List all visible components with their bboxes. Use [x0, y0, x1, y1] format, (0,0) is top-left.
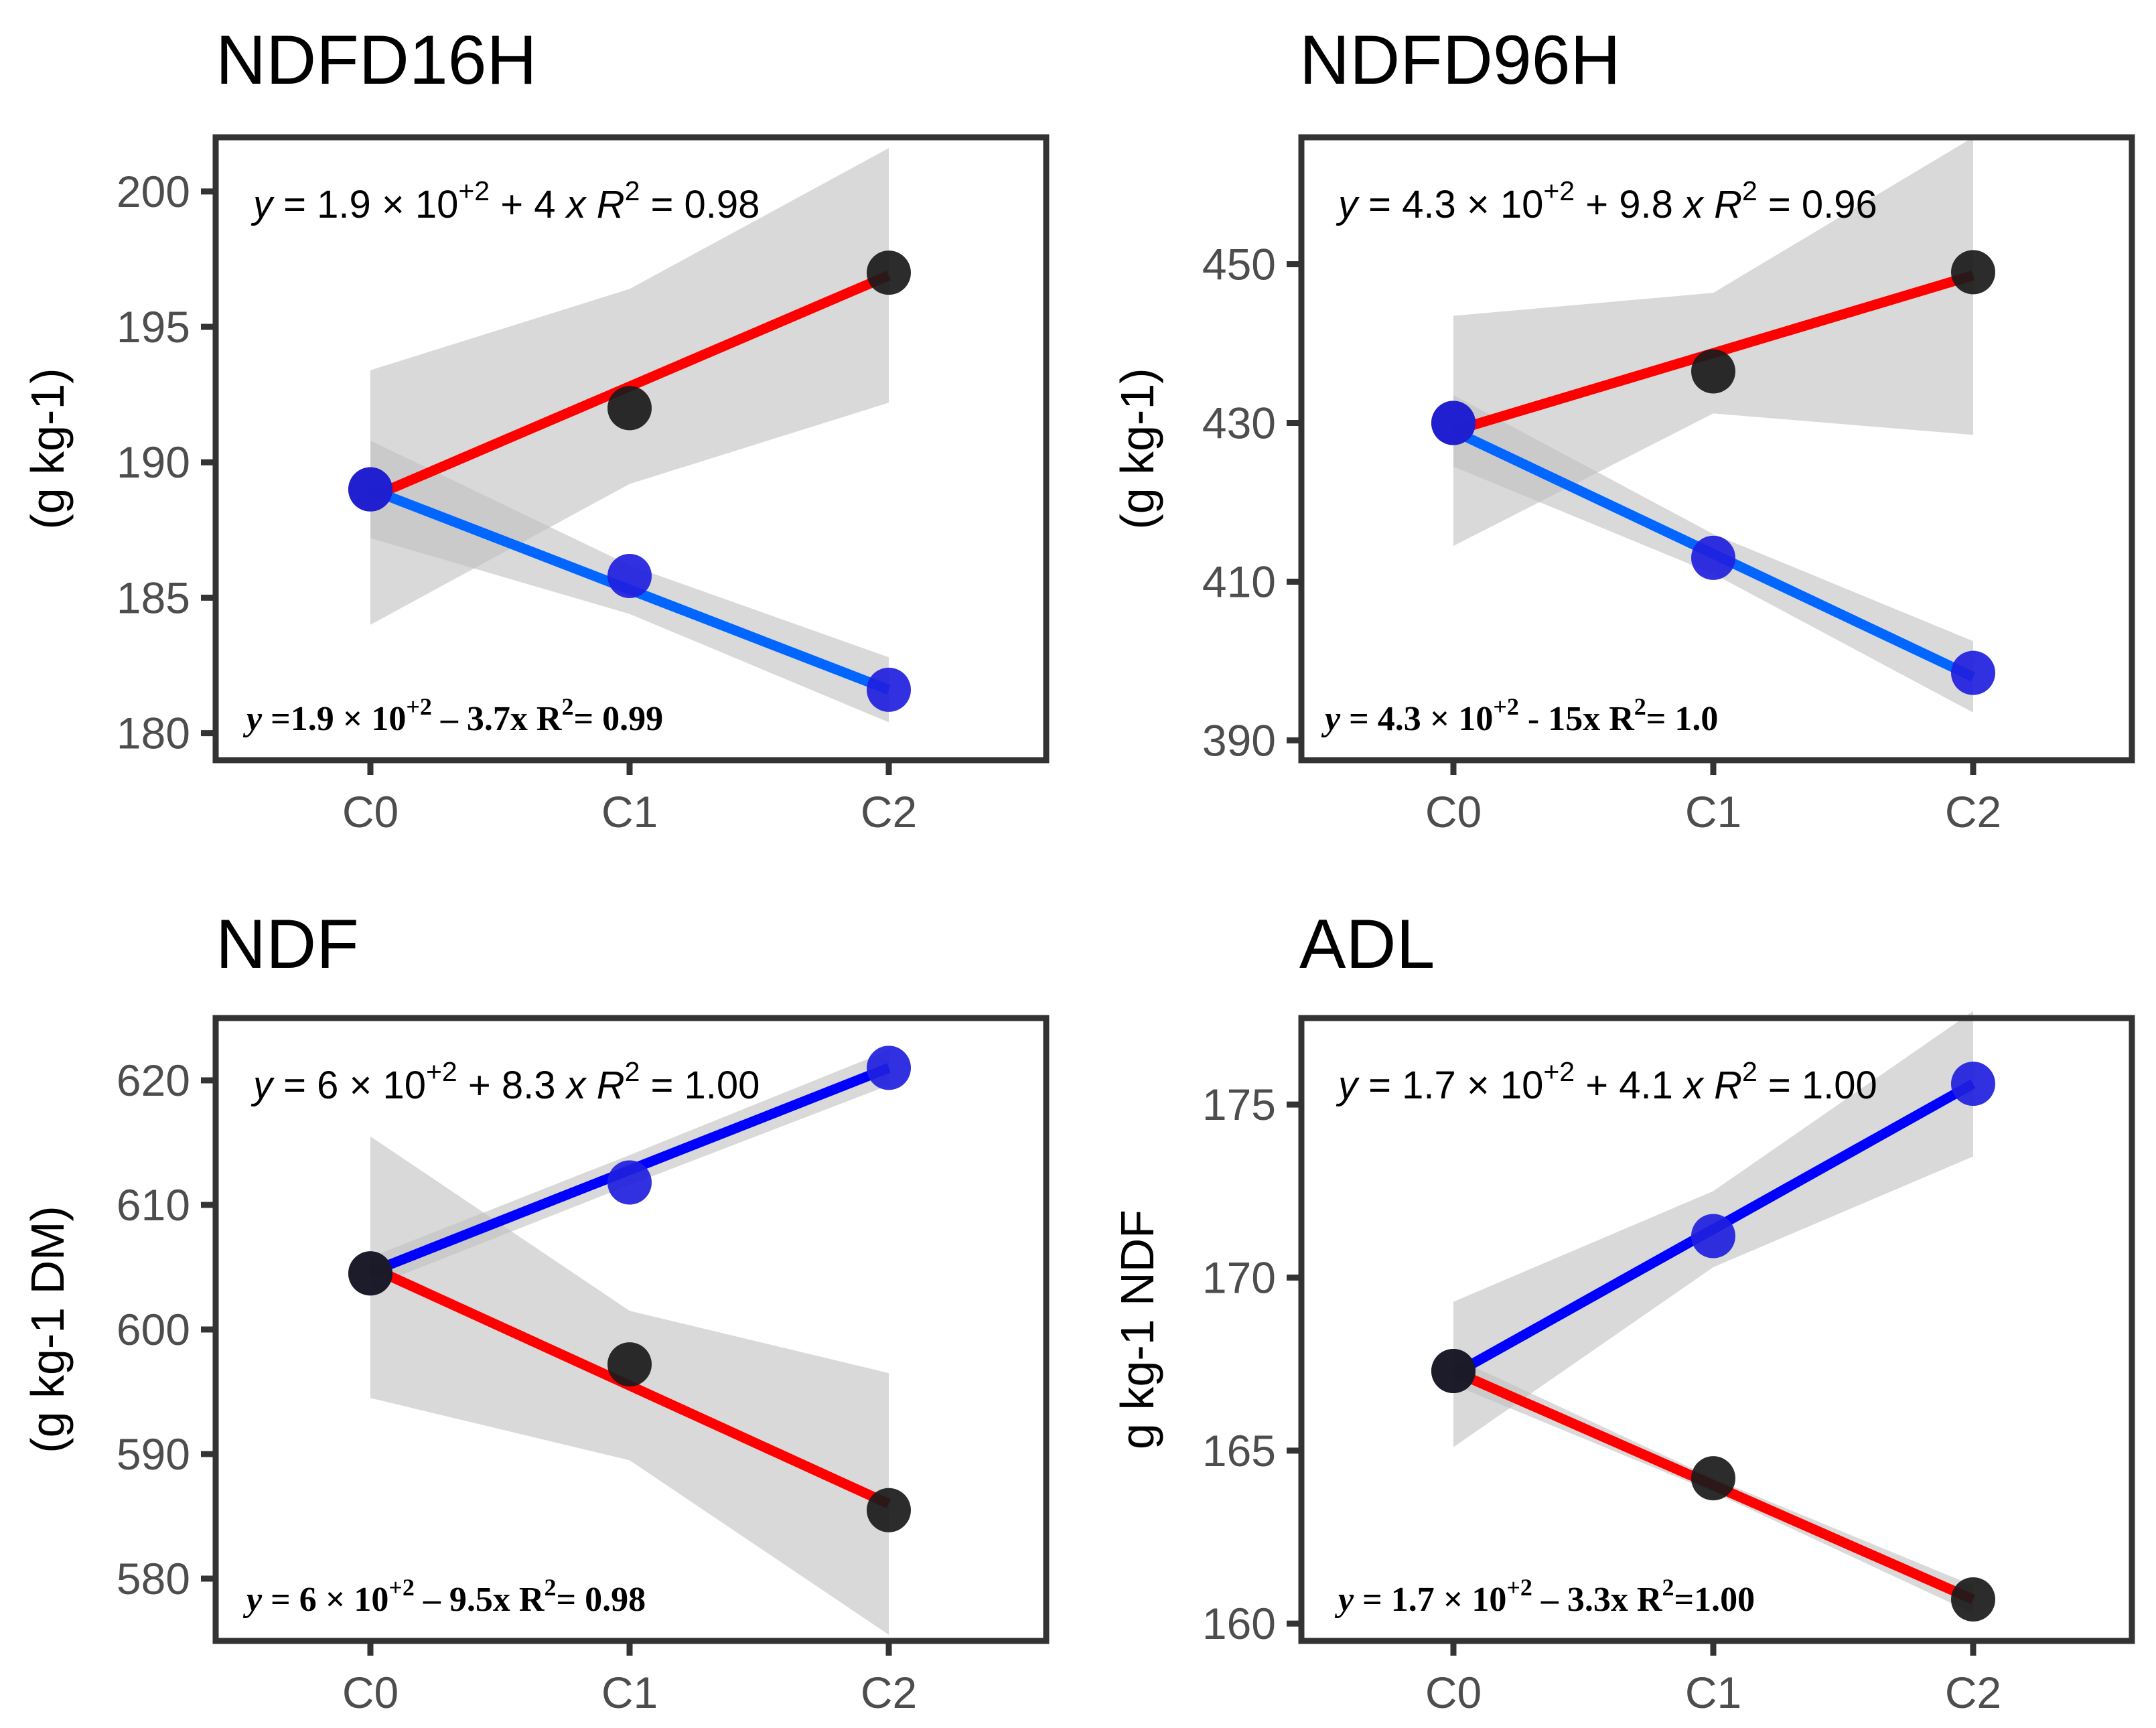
panel-title: NDF [216, 906, 359, 983]
equation-top: y = 1.9 × 10+2​ + 4 x R2​ = 0.98 [250, 175, 760, 226]
data-point-decreasing-c2 [1951, 1577, 1995, 1622]
equation-bottom: y = 4.3 × 10+2​ - 15x R2​= 1.0 [1321, 693, 1718, 738]
y-tick-label: 195 [117, 302, 190, 352]
y-tick-label: 580 [117, 1554, 190, 1603]
data-point-increasing-c1 [607, 386, 652, 431]
data-point-increasing-c1 [607, 1160, 652, 1205]
y-axis-label: (g kg-1 DM) [21, 1206, 74, 1453]
y-tick-label: 175 [1202, 1080, 1276, 1129]
x-tick-label-c1: C1 [601, 787, 658, 837]
data-point-decreasing-c1 [607, 554, 652, 599]
data-point-decreasing-c2 [1951, 650, 1995, 695]
y-tick-label: 620 [117, 1056, 190, 1105]
x-tick-label-c2: C2 [861, 1668, 917, 1717]
x-tick-label-c0: C0 [1425, 787, 1482, 837]
x-tick-label-c1: C1 [601, 1668, 658, 1717]
x-tick-label-c0: C0 [342, 1668, 399, 1717]
data-point-decreasing-c2 [867, 1488, 911, 1532]
data-point-decreasing-c1 [607, 1342, 652, 1387]
plot-frame [1298, 1015, 2135, 1644]
y-tick-label: 600 [117, 1305, 190, 1354]
y-tick-label: 590 [117, 1429, 190, 1479]
plot-frame [1298, 134, 2135, 764]
data-point-increasing-c1 [1691, 349, 1735, 394]
chart-panel-ndfd96h: NDFD96H (g kg-1) 390 410 430 450 C0 C1 C2 y = 4.3… [1111, 21, 2135, 837]
y-tick-label: 410 [1202, 557, 1276, 606]
panel-title: NDFD96H [1299, 21, 1621, 99]
panel-title: ADL [1299, 906, 1435, 983]
x-tick-label-c0: C0 [1425, 1668, 1482, 1717]
equation-top: y = 1.7 × 10+2​ + 4.1 x R2​ = 1.00 [1336, 1056, 1877, 1107]
equation-bottom: y = 1.7 × 10+2​ – 3.3x R2​=1.00 [1334, 1574, 1755, 1619]
confidence-band-increasing [1453, 137, 1973, 547]
y-axis-label: (g kg-1) [1111, 368, 1163, 529]
y-tick-label: 160 [1202, 1599, 1276, 1648]
y-tick-label: 390 [1202, 715, 1276, 765]
x-tick-label-c2: C2 [861, 787, 917, 837]
panel-title: NDFD16H [216, 21, 537, 99]
y-axis-label: g kg-1 NDF [1111, 1210, 1163, 1449]
data-point-decreasing-c1 [1691, 1456, 1735, 1501]
y-tick-label: 180 [117, 709, 190, 758]
data-point-decreasing-c0 [1431, 401, 1476, 445]
x-tick-label-c2: C2 [1945, 787, 2001, 837]
y-tick-label: 450 [1202, 240, 1276, 289]
data-point-increasing-c2 [1951, 1062, 1995, 1106]
y-tick-label: 170 [1202, 1253, 1276, 1303]
x-tick-label-c1: C1 [1685, 1668, 1741, 1717]
y-tick-label: 610 [117, 1180, 190, 1230]
equation-top: y = 4.3 × 10+2​ + 9.8 x R2​ = 0.96 [1336, 175, 1877, 226]
y-tick-label: 430 [1202, 398, 1276, 447]
data-point-decreasing-c0 [1431, 1349, 1476, 1393]
data-point-decreasing-c2 [867, 667, 911, 712]
chart-panel-ndfd16h: NDFD16H (g kg-1) 180 185 190 195 200 C0 C1 C2 y = … [21, 21, 1050, 837]
y-tick-label: 200 [117, 167, 190, 216]
x-tick-label-c0: C0 [342, 787, 399, 837]
data-point-decreasing-c1 [1691, 535, 1735, 580]
chart-panel-adl: ADL g kg-1 NDF 160 165 170 175 C0 C1 C2 y = 1.7 ×… [1111, 906, 2135, 1717]
y-tick-label: 165 [1202, 1426, 1276, 1475]
y-tick-label: 190 [117, 437, 190, 487]
data-point-increasing-c1 [1691, 1214, 1735, 1258]
x-tick-label-c1: C1 [1685, 787, 1741, 837]
equation-bottom: y = 6 × 10+2​ – 9.5x R2​= 0.98 [242, 1574, 646, 1619]
data-point-increasing-c2 [1951, 250, 1995, 295]
data-point-decreasing-c0 [348, 467, 392, 512]
x-tick-label-c2: C2 [1945, 1668, 2001, 1717]
data-point-decreasing-c0 [348, 1251, 392, 1296]
data-point-increasing-c2 [867, 250, 911, 295]
chart-panel-ndf: NDF (g kg-1 DM) 580 590 600 610 620 C0 C1 C2 y = 6… [21, 906, 1050, 1717]
equation-top: y = 6 × 10+2​ + 8.3 x R2​ = 1.00 [250, 1056, 760, 1107]
y-axis-label: (g kg-1) [21, 368, 74, 529]
data-point-increasing-c2 [867, 1046, 911, 1090]
y-tick-label: 185 [117, 573, 190, 622]
equation-bottom: y =1.9 × 10+2​ – 3.7x R2​= 0.99 [242, 693, 663, 738]
